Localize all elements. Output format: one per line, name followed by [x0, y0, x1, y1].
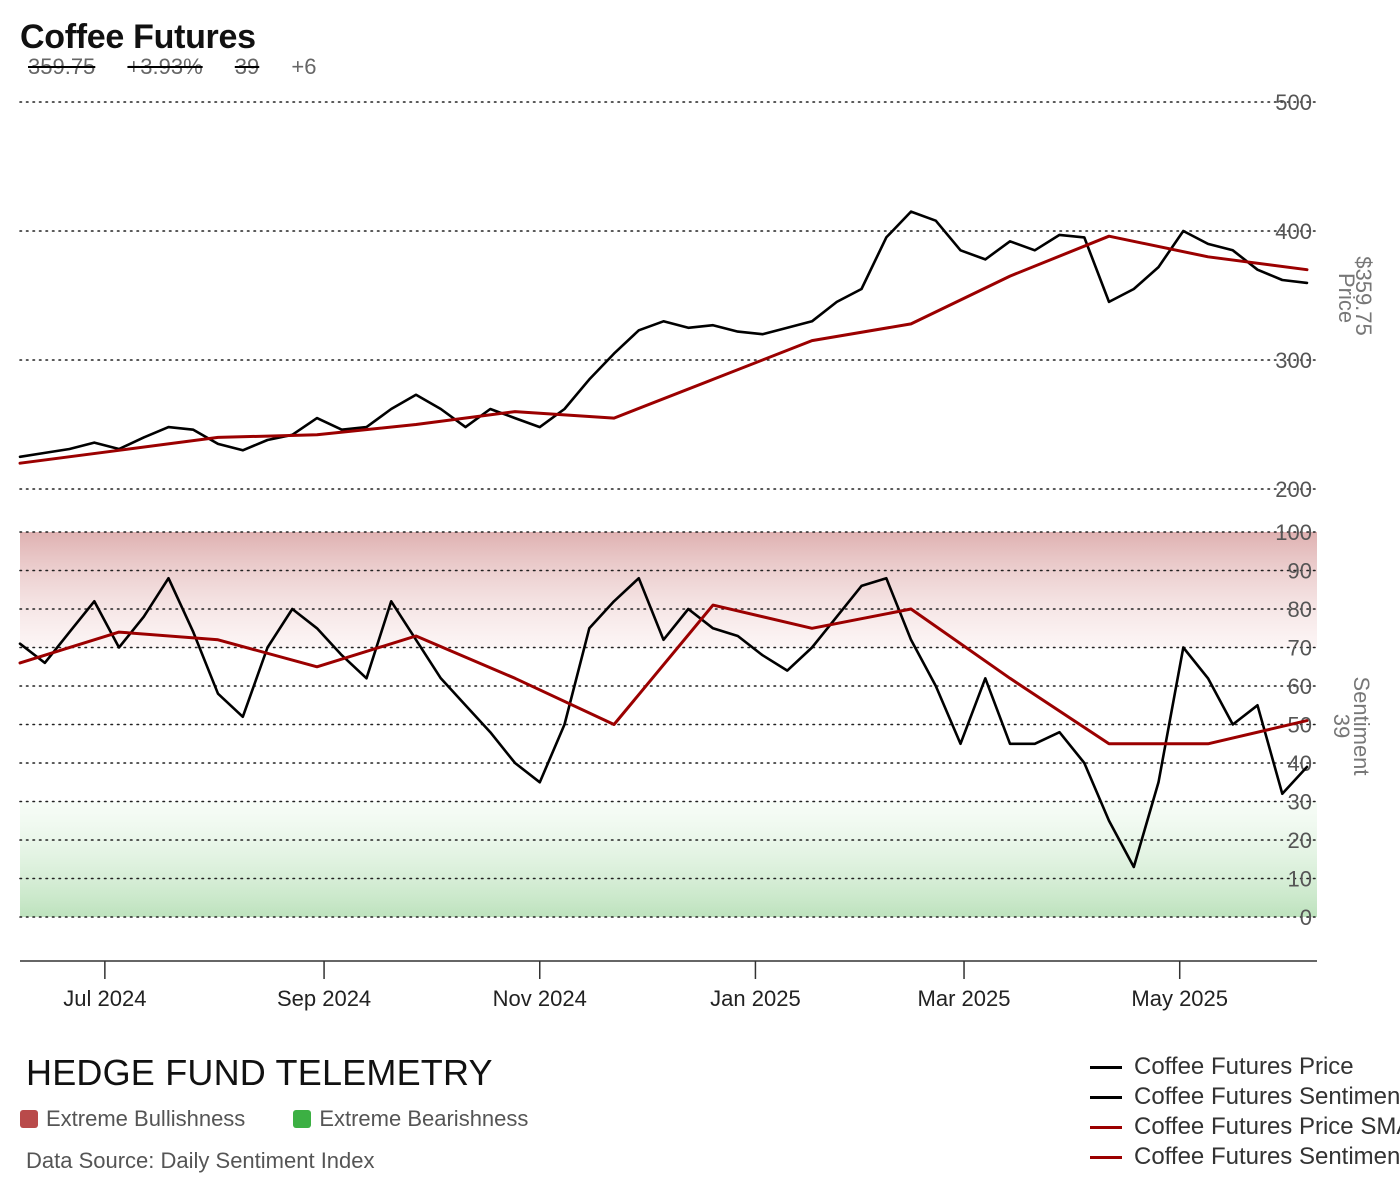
- coffee-futures-sentiment-sma-line: [18, 603, 1309, 746]
- legend-item-sentiment[interactable]: Coffee Futures Sentiment: [1090, 1082, 1400, 1112]
- legend-line-sentiment: [1090, 1095, 1122, 1099]
- price-axis-title: Price: [1334, 273, 1359, 323]
- header-stats: 359.75 +3.93% 39 +6: [28, 54, 342, 80]
- sentiment-value: 39: [234, 54, 260, 79]
- legend-item-price-sma[interactable]: Coffee Futures Price SMA: [1090, 1112, 1400, 1142]
- x-tick-label: Sep 2024: [277, 986, 371, 1011]
- series-lines: [18, 210, 1309, 869]
- y-tick-label: 500: [1275, 90, 1312, 115]
- coffee-futures-sentiment-line: [18, 576, 1309, 869]
- y-tick-label: 300: [1275, 348, 1312, 373]
- extreme-bearishness-zone: [20, 801, 1317, 917]
- y-tick-label: 90: [1288, 559, 1312, 584]
- y-tick-label: 10: [1288, 867, 1312, 892]
- y-tick-label: 100: [1275, 520, 1312, 545]
- y-tick-label: 70: [1288, 636, 1312, 661]
- y-tick-label: 400: [1275, 219, 1312, 244]
- zone-legend: Extreme Bullishness Extreme Bearishness: [20, 1106, 528, 1132]
- legend-line-price: [1090, 1065, 1122, 1069]
- chart-title: Coffee Futures: [20, 18, 256, 56]
- price-last-value: $359.75: [1351, 256, 1376, 336]
- coffee-futures-price-sma-line: [18, 234, 1309, 465]
- x-tick-label: May 2025: [1131, 986, 1228, 1011]
- legend-line-price-sma: [1090, 1125, 1122, 1129]
- bullish-swatch: [20, 1110, 38, 1128]
- bullish-label: Extreme Bullishness: [46, 1106, 246, 1131]
- x-axis: Jul 2024 Sep 2024 Nov 2024 Jan 2025 Mar 2025…: [20, 960, 1317, 1011]
- series-legend: Coffee Futures Price Coffee Futures Sent…: [1090, 1052, 1400, 1172]
- legend-item-price[interactable]: Coffee Futures Price: [1090, 1052, 1400, 1082]
- bearish-swatch: [293, 1110, 312, 1128]
- y-tick-label: 200: [1275, 477, 1312, 502]
- sentiment-change: +6: [291, 54, 317, 79]
- x-tick-label: Mar 2025: [918, 986, 1011, 1011]
- legend-label: Coffee Futures Sentiment SMA: [1134, 1143, 1400, 1170]
- y-tick-label: 60: [1288, 674, 1312, 699]
- legend-label: Coffee Futures Price: [1134, 1053, 1354, 1080]
- data-source: Data Source: Daily Sentiment Index: [26, 1148, 375, 1173]
- extreme-bullishness-zone: [20, 532, 1317, 648]
- x-tick-label: Jul 2024: [63, 986, 146, 1011]
- coffee-futures-price-line: [18, 210, 1309, 459]
- brand-name: HEDGE FUND TELEMETRY: [26, 1052, 493, 1093]
- y-tick-label: 40: [1288, 751, 1312, 776]
- y-tick-label: 30: [1288, 790, 1312, 815]
- zone-legend-bearish[interactable]: Extreme Bearishness: [293, 1106, 528, 1132]
- price-change-pct: +3.93%: [127, 54, 203, 79]
- y-tick-label: 80: [1288, 597, 1312, 622]
- sentiment-zones: [20, 532, 1317, 917]
- legend-label: Coffee Futures Sentiment: [1134, 1083, 1400, 1110]
- legend-line-sentiment-sma: [1090, 1155, 1122, 1159]
- zone-legend-bullish[interactable]: Extreme Bullishness: [20, 1106, 245, 1132]
- legend-item-sentiment-sma[interactable]: Coffee Futures Sentiment SMA: [1090, 1142, 1400, 1172]
- sentiment-axis-title: Sentiment: [1349, 676, 1374, 775]
- legend-label: Coffee Futures Price SMA: [1134, 1113, 1400, 1140]
- x-tick-label: Jan 2025: [710, 986, 801, 1011]
- y-tick-label: 0: [1300, 905, 1312, 930]
- last-price: 359.75: [28, 54, 96, 79]
- bearish-label: Extreme Bearishness: [319, 1106, 529, 1131]
- sentiment-last-value: 39: [1329, 714, 1354, 738]
- x-tick-label: Nov 2024: [493, 986, 587, 1011]
- y-tick-label: 20: [1288, 828, 1312, 853]
